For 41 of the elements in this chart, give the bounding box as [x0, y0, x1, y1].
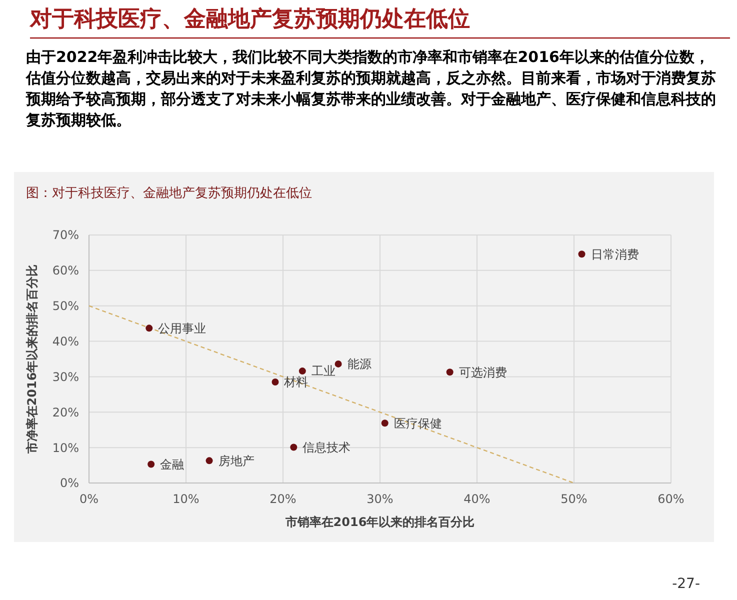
x-tick-label: 30% [366, 492, 394, 506]
annotation: 日常消费 [590, 247, 639, 262]
y-tick-label: 0% [60, 476, 79, 490]
y-axis-title: 市净率在2016年以来的排名百分比 [25, 264, 39, 455]
annotation: 材料 [283, 375, 308, 390]
point [446, 368, 454, 376]
point [381, 420, 388, 427]
annotation: 金融 [160, 457, 184, 472]
point [290, 444, 298, 451]
point [272, 378, 279, 386]
point [206, 457, 213, 464]
annotation: 医疗保健 [394, 416, 442, 430]
annotation: 能源 [347, 357, 372, 372]
annotation: 公用事业 [158, 321, 206, 336]
x-tick-label: 0% [79, 492, 99, 506]
y-tick-label: 40% [52, 334, 79, 348]
point [146, 324, 153, 332]
y-tick-label: 70% [52, 228, 79, 242]
annotation: 可选消费 [458, 365, 507, 380]
point [148, 460, 155, 468]
chart-title: 对于科技医疗、金融地产复苏预期仍处在低位 [29, 6, 470, 32]
text: -27- [672, 576, 700, 592]
y-tick-label: 60% [52, 264, 79, 278]
annotation: 信息技术 [302, 440, 351, 454]
chart-subtitle: 由于2022年盈利冲击比较大，我们比较不同大类指数的市净率和市销率在2016年以来的估值分位数，估值分位数越高，交易出来的对于未来盈利复苏的预期就越高，反之亦然。目前来看，市场对于消费复苏预期给予较高预期，部分透支了对未来小幅复苏带来的业绩改善。对于金融地产、医疗保健和信息科技的复苏预期较低。 [25, 48, 716, 129]
y-tick-label: 10% [52, 440, 79, 455]
text: 图：对于科技医疗、金融地产复苏预期仍处在低位 [26, 186, 312, 201]
point [578, 250, 586, 258]
annotation: 工业 [311, 364, 336, 378]
x-tick-label: 10% [172, 492, 200, 506]
point [298, 368, 306, 375]
x-tick-label: 20% [270, 492, 296, 506]
x-tick-label: 40% [464, 492, 490, 506]
x-axis-title: 市销率在2016年以来的排名百分比 [284, 515, 475, 529]
x-tick-label: 60% [658, 492, 684, 506]
x-tick-label: 50% [560, 492, 588, 506]
y-tick-label: 30% [52, 370, 79, 384]
y-tick-label: 50% [52, 299, 79, 314]
point [334, 360, 342, 368]
y-tick-label: 20% [52, 405, 79, 420]
annotation: 房地产 [218, 454, 254, 468]
